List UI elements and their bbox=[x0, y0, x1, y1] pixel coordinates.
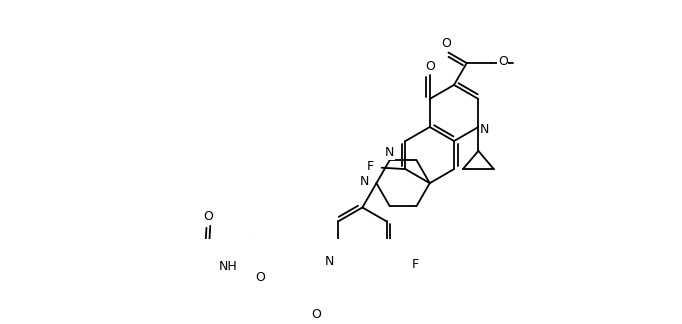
Polygon shape bbox=[250, 239, 274, 251]
Text: O: O bbox=[312, 308, 321, 321]
Text: O: O bbox=[203, 211, 213, 224]
Text: O: O bbox=[441, 37, 451, 50]
Text: F: F bbox=[411, 258, 419, 271]
Text: NH: NH bbox=[219, 260, 238, 273]
Text: N: N bbox=[359, 175, 369, 188]
Text: O: O bbox=[498, 55, 508, 68]
Text: O: O bbox=[256, 272, 265, 284]
Text: N: N bbox=[385, 146, 394, 159]
Text: N: N bbox=[479, 123, 489, 136]
Text: N: N bbox=[325, 255, 334, 268]
Text: F: F bbox=[367, 160, 374, 173]
Text: O: O bbox=[425, 60, 434, 73]
